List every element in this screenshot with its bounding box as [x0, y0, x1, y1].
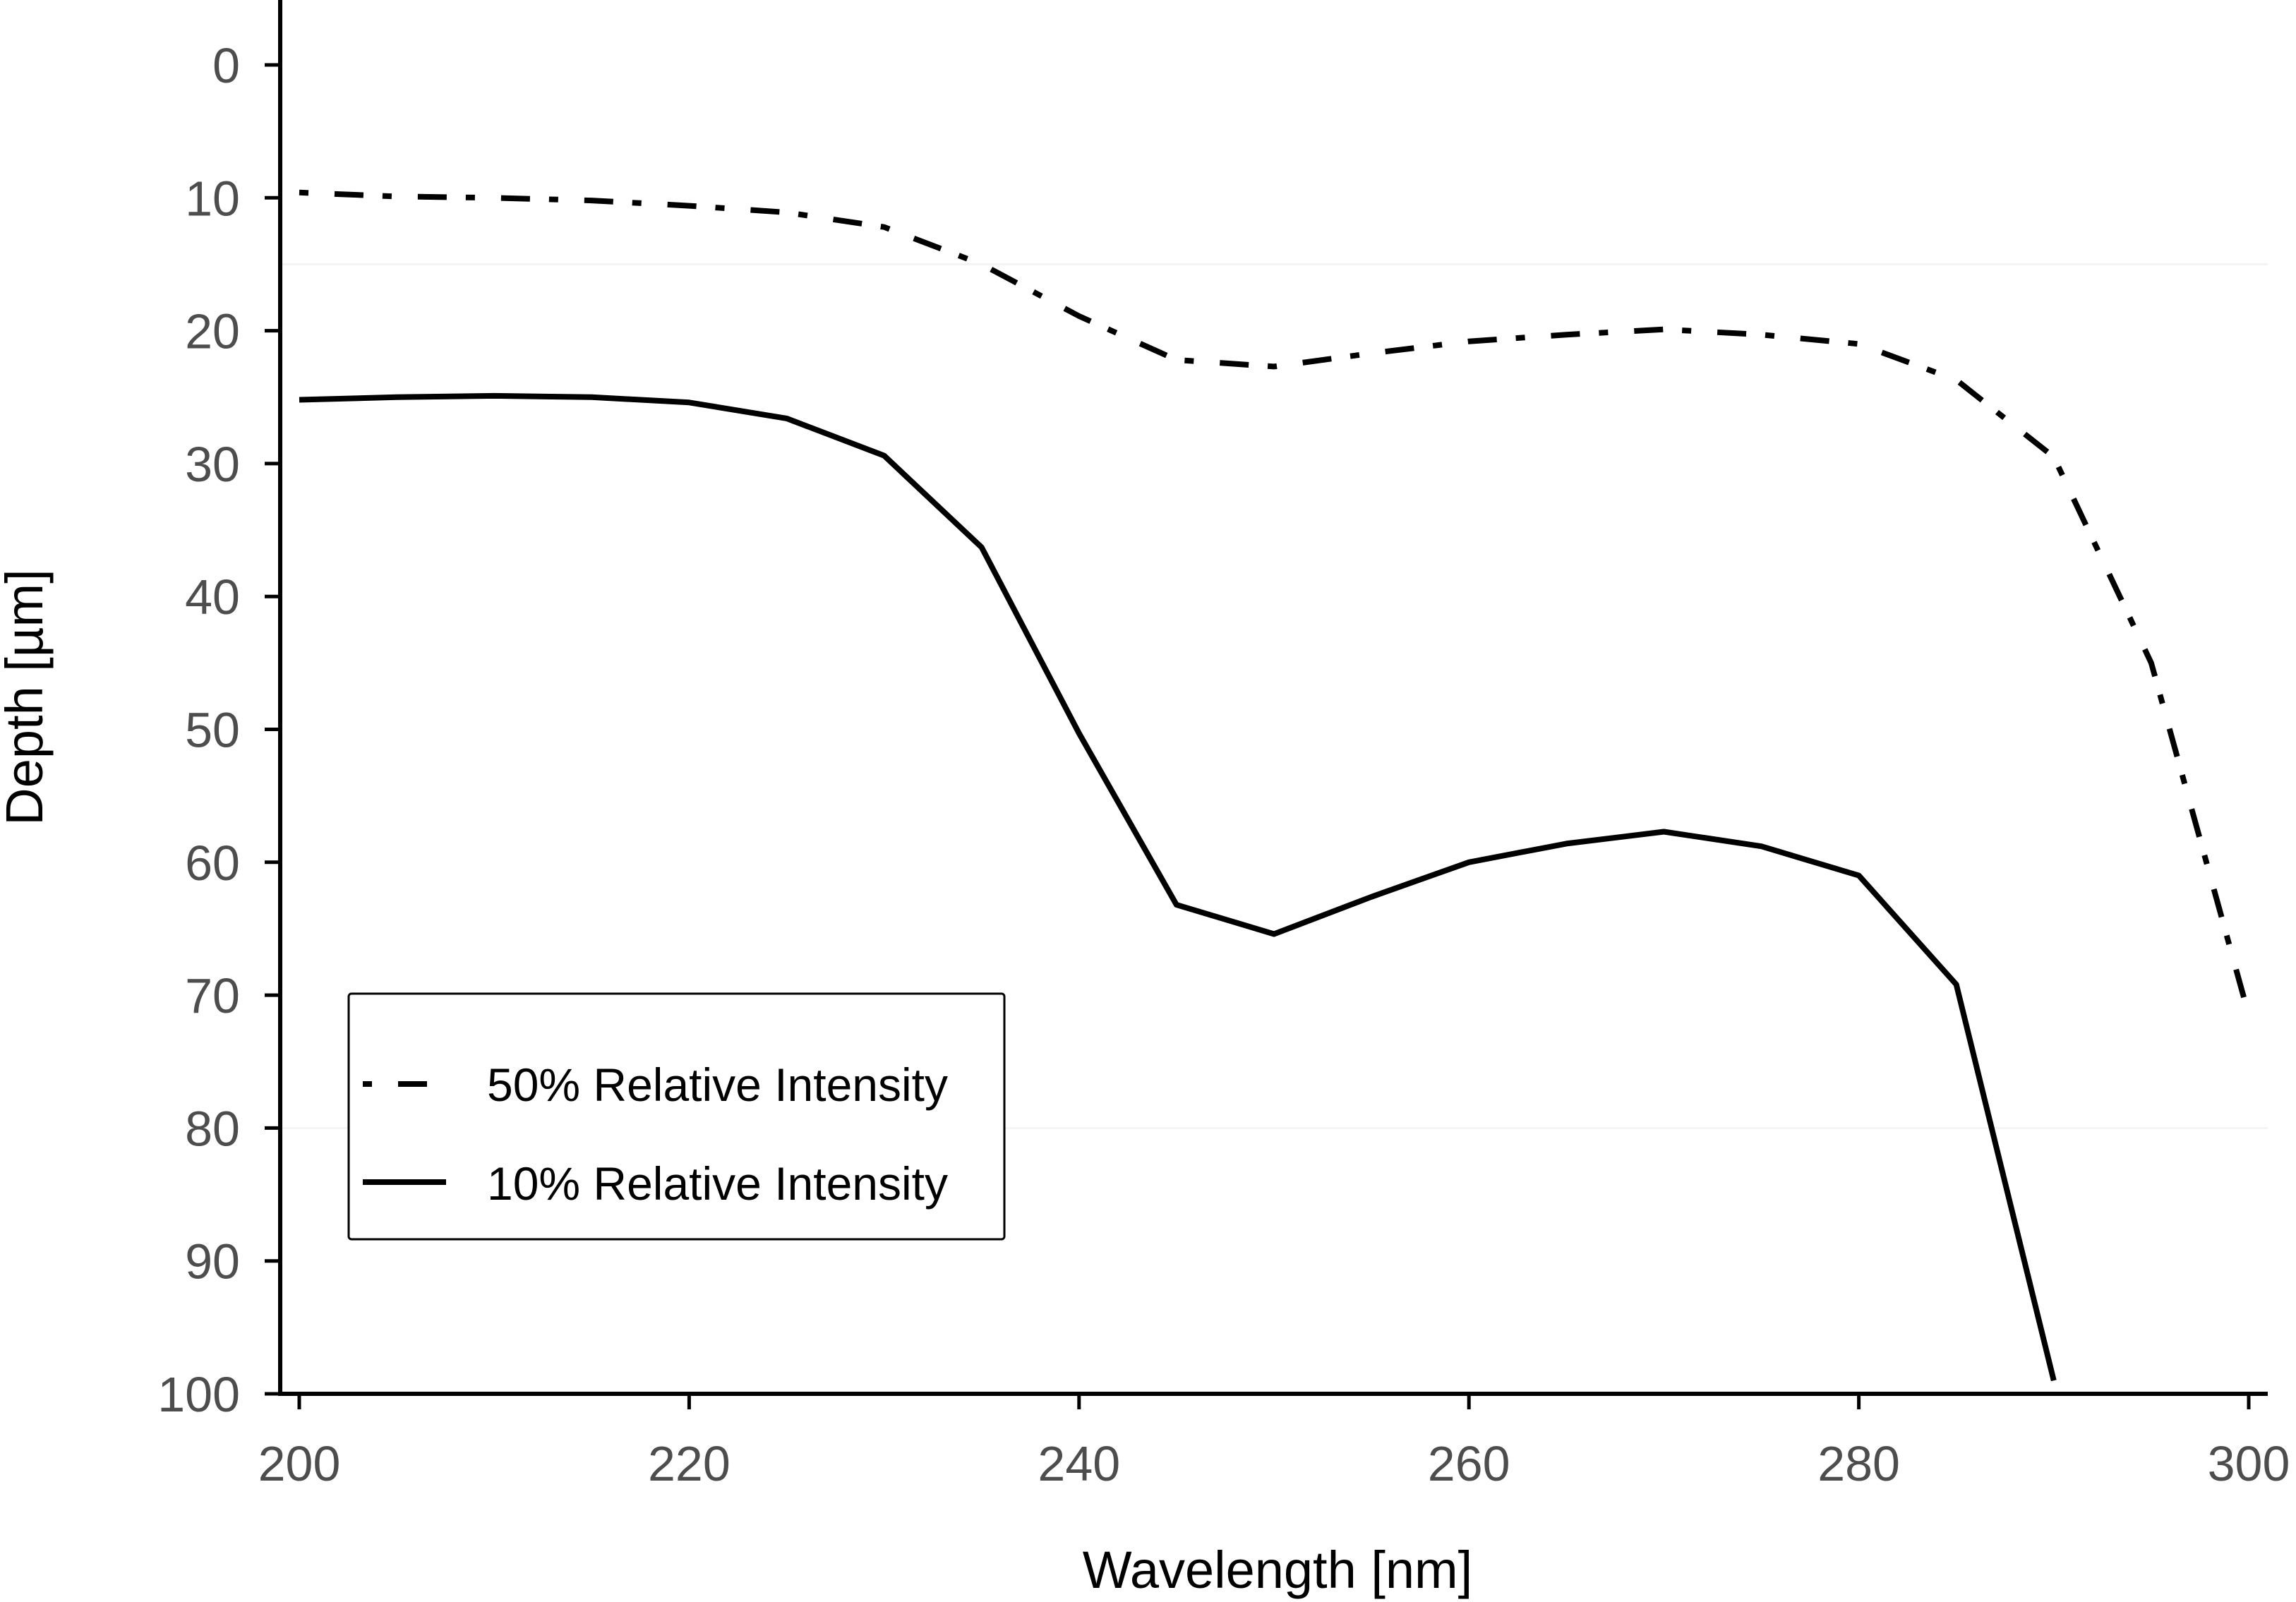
legend-box: [347, 992, 1006, 1241]
x-tick-label: 220: [648, 1436, 731, 1491]
y-axis-ticks: 0 10 20 30 40 50 60 70 80 90 100: [157, 38, 280, 1422]
y-tick-label: 0: [212, 38, 240, 93]
y-tick-label: 70: [185, 968, 240, 1023]
series-line-50-percent: [299, 189, 2252, 1016]
series-line-10-percent: [299, 392, 2057, 1382]
axes: [278, 0, 2268, 1396]
x-axis-title: Wavelength [nm]: [1083, 1541, 1473, 1599]
x-tick-label: 300: [2208, 1436, 2290, 1491]
legend-label-50: 50% Relative Intensity: [487, 1059, 948, 1111]
legend-label-10: 10% Relative Intensity: [487, 1157, 948, 1210]
y-tick-label: 60: [185, 836, 240, 891]
y-tick-label: 100: [157, 1367, 240, 1422]
x-axis-ticks: 200 220 240 260 280 300: [258, 1394, 2290, 1491]
series-layer: [299, 189, 2252, 1382]
y-tick-label: 80: [185, 1101, 240, 1156]
x-tick-label: 280: [1817, 1436, 1900, 1491]
y-tick-label: 20: [185, 304, 240, 359]
y-tick-label: 40: [185, 570, 240, 625]
y-tick-label: 10: [185, 171, 240, 226]
x-tick-label: 260: [1428, 1436, 1510, 1491]
y-tick-label: 50: [185, 703, 240, 758]
x-tick-label: 240: [1038, 1436, 1120, 1491]
y-axis-title: Depth [µm]: [0, 569, 54, 825]
y-tick-label: 90: [185, 1234, 240, 1289]
legend: 50% Relative Intensity 10% Relative Inte…: [347, 992, 1006, 1241]
y-tick-label: 30: [185, 437, 240, 492]
x-tick-label: 200: [258, 1436, 341, 1491]
